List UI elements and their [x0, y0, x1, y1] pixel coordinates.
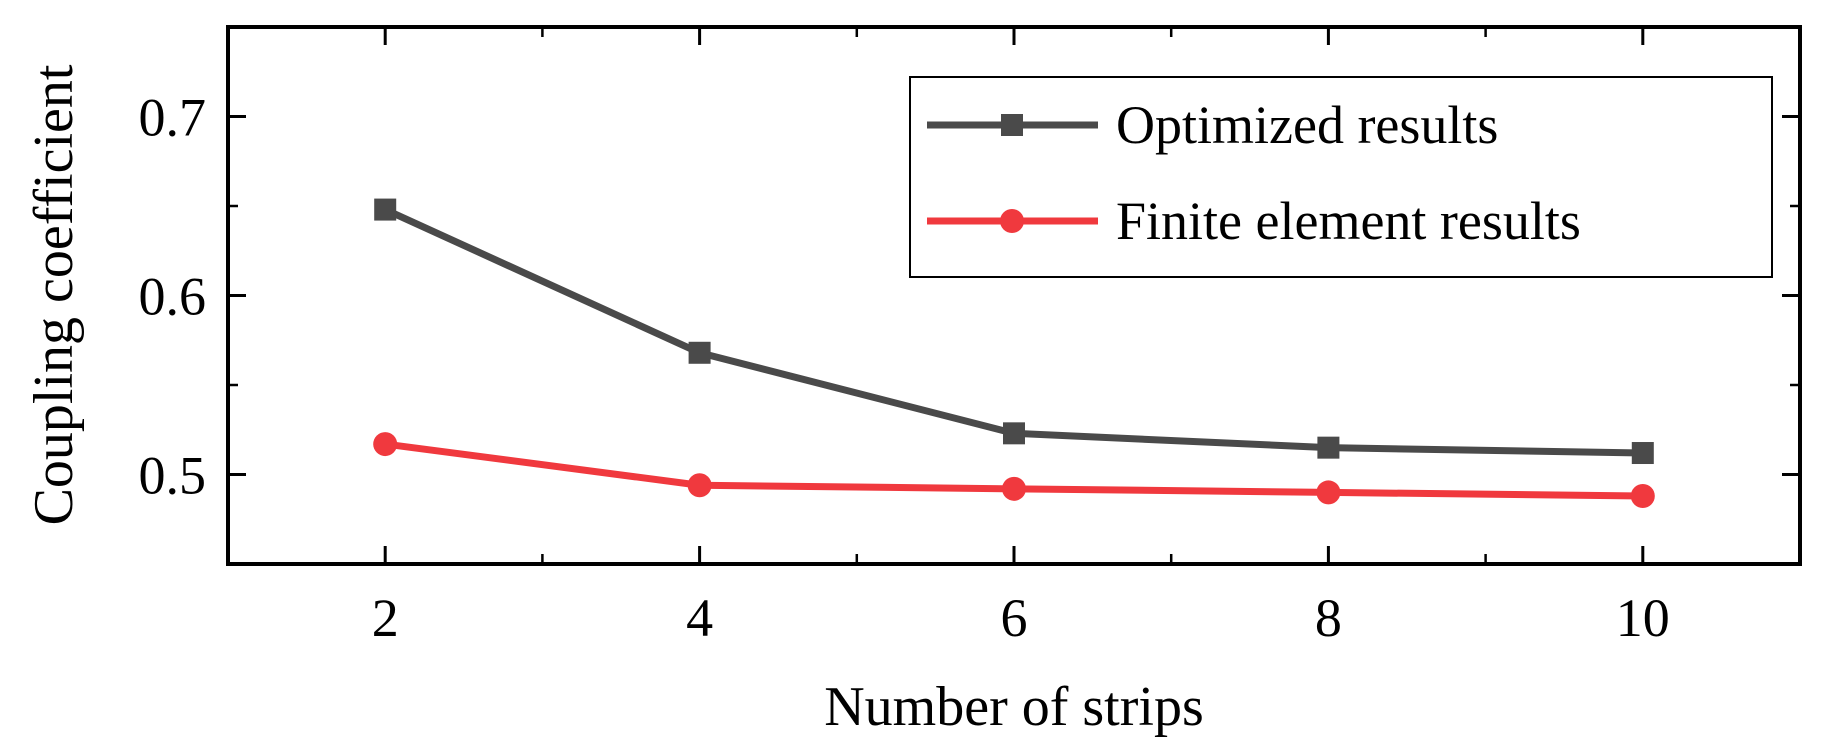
y-tick-label: 0.7: [139, 88, 207, 148]
y-tick-label: 0.5: [139, 446, 207, 506]
legend-box: [909, 76, 1773, 278]
data-point-circle: [1002, 476, 1026, 501]
legend: Optimized results Finite element results: [909, 76, 1773, 278]
legend-marker-square: [1001, 114, 1023, 136]
data-point-square: [1317, 436, 1340, 459]
legend-label-2: Finite element results: [1116, 191, 1581, 251]
legend-label-1: Optimized results: [1116, 95, 1498, 155]
y-axis-title: Coupling coefficient: [23, 64, 85, 525]
data-point-circle: [1630, 483, 1655, 508]
x-tick-label: 8: [1315, 588, 1342, 648]
data-point-circle: [373, 432, 398, 457]
x-tick-label: 4: [686, 588, 713, 648]
data-point-square: [1003, 422, 1025, 445]
data-point-square: [1631, 442, 1654, 465]
x-tick-label: 10: [1616, 588, 1670, 648]
data-point-square: [688, 341, 711, 364]
data-point-circle: [1316, 480, 1341, 505]
series-layer: [373, 198, 1655, 508]
data-point-circle: [687, 473, 712, 498]
legend-items: Optimized results Finite element results: [927, 95, 1581, 251]
legend-marker-circle: [1000, 209, 1024, 233]
x-axis-title: Number of strips: [824, 676, 1204, 738]
y-tick-label: 0.6: [139, 267, 207, 327]
x-tick-label: 2: [372, 588, 399, 648]
axis-ticks: 2 4 6 8 10 0.5 0.6 0.7: [139, 27, 1800, 648]
x-tick-label: 6: [1001, 588, 1028, 648]
data-point-square: [374, 198, 397, 221]
